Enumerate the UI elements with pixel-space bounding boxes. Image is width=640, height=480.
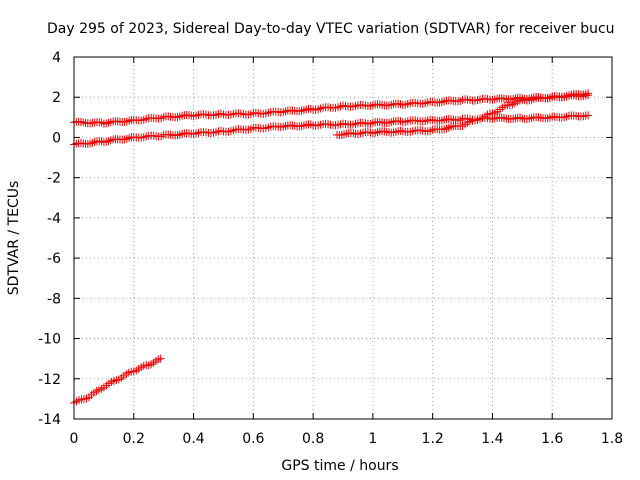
x-tick-label: 1.6 xyxy=(541,431,563,447)
x-tick-label: 0 xyxy=(70,431,79,447)
data-point-track-b xyxy=(584,111,593,120)
y-tick-label: -8 xyxy=(47,291,61,307)
y-tick-label: 0 xyxy=(52,130,61,146)
y-tick-label: 4 xyxy=(52,50,61,66)
x-tick-label: 0.8 xyxy=(302,431,324,447)
axis-ticks: 0 0.2 0.4 0.6 0.8 1 1.2 1.4 1.6 1.8 -14 -12 -10 -8 -6 -… xyxy=(38,50,623,447)
x-tick-label: 1 xyxy=(368,431,377,447)
y-tick-label: -10 xyxy=(38,332,61,348)
x-tick-label: 1.8 xyxy=(601,431,623,447)
plot-frame xyxy=(73,56,613,420)
y-tick-label: -12 xyxy=(38,372,61,388)
y-tick-label: -2 xyxy=(47,171,61,187)
y-tick-label: -14 xyxy=(38,412,61,428)
data-point-track-c xyxy=(584,89,593,98)
x-axis-label: GPS time / hours xyxy=(281,458,398,474)
y-tick-label: 2 xyxy=(52,90,61,106)
y-axis-label: SDTVAR / TECUs xyxy=(6,181,22,296)
x-tick-label: 1.2 xyxy=(422,431,444,447)
y-tick-label: -4 xyxy=(47,211,61,227)
x-tick-label: 0.6 xyxy=(242,431,264,447)
x-tick-label: 0.4 xyxy=(182,431,204,447)
x-tick-label: 0.2 xyxy=(123,431,145,447)
grid xyxy=(74,57,612,419)
data-marks xyxy=(70,89,593,407)
x-tick-label: 1.4 xyxy=(481,431,503,447)
data-point-track-d xyxy=(156,354,165,363)
y-tick-label: -6 xyxy=(47,251,61,267)
chart-title: Day 295 of 2023, Sidereal Day-to-day VTE… xyxy=(47,21,615,37)
